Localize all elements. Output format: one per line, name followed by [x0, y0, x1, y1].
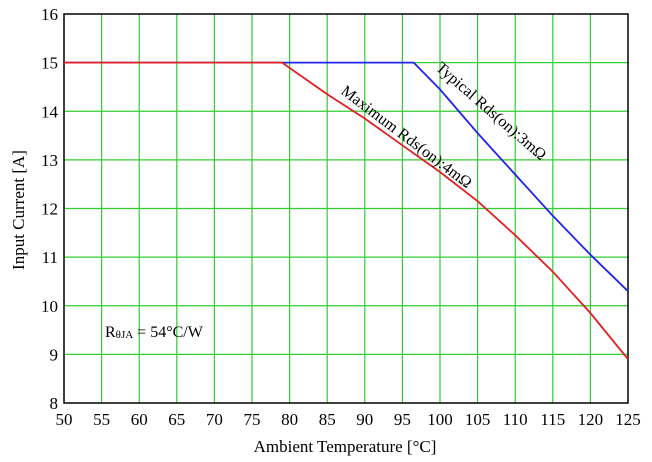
x-tick-label: 80: [281, 410, 298, 429]
x-tick-label: 55: [93, 410, 110, 429]
note-r: R: [105, 324, 116, 341]
series-label-maximum: Maximum Rds(on):4mΩ: [338, 83, 475, 192]
grid: [64, 14, 628, 403]
note-value: = 54°C/W: [133, 324, 204, 341]
x-tick-label: 120: [578, 410, 604, 429]
note-subscript: θJA: [116, 329, 134, 341]
x-tick-label: 110: [503, 410, 528, 429]
x-tick-label: 95: [394, 410, 411, 429]
x-axis-title: Ambient Temperature [°C]: [254, 437, 437, 456]
x-tick-label: 100: [427, 410, 453, 429]
y-tick-label: 15: [41, 54, 58, 73]
thermal-resistance-note: RθJA = 54°C/W: [105, 324, 204, 341]
x-tick-label: 105: [465, 410, 491, 429]
y-tick-label: 16: [41, 5, 58, 24]
y-tick-labels: 8 9 10 11 12 13 14 15 16: [41, 5, 59, 413]
plot-frame: [63, 13, 629, 404]
x-tick-label: 85: [319, 410, 336, 429]
x-tick-label: 50: [56, 410, 73, 429]
y-tick-label: 12: [41, 200, 58, 219]
y-tick-label: 14: [41, 102, 59, 121]
x-tick-label: 75: [244, 410, 261, 429]
series-line-maximum: [64, 61, 629, 360]
y-tick-label: 9: [50, 345, 59, 364]
y-tick-label: 13: [41, 151, 58, 170]
x-tick-label: 60: [131, 410, 148, 429]
y-tick-label: 10: [41, 297, 58, 316]
x-tick-label: 125: [615, 410, 641, 429]
y-tick-label: 8: [50, 394, 59, 413]
x-tick-labels: 50 55 60 65 70 75 80 85 90 95 100 105 110 115 120 125: [56, 410, 641, 429]
y-axis-title: Input Current [A]: [9, 150, 28, 270]
series-line-typical: [64, 61, 629, 292]
x-tick-label: 115: [540, 410, 565, 429]
x-tick-label: 90: [356, 410, 373, 429]
y-tick-label: 11: [42, 248, 58, 267]
x-tick-label: 65: [168, 410, 185, 429]
x-tick-label: 70: [206, 410, 223, 429]
series-group: [64, 61, 629, 360]
